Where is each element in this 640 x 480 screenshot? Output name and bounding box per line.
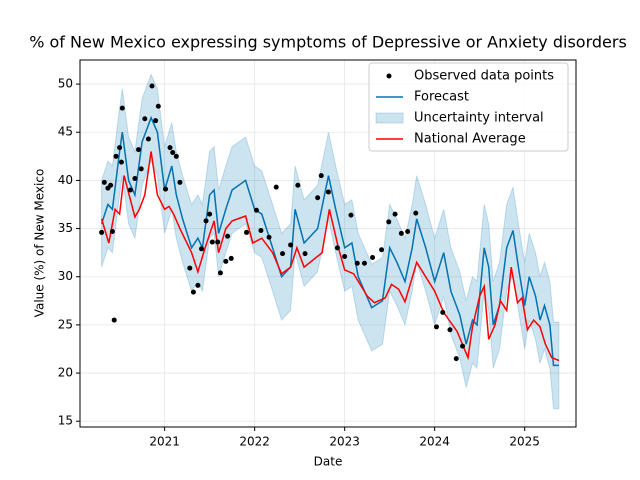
observed-point (190, 289, 196, 295)
legend-marker (386, 73, 392, 79)
observed-point (118, 159, 124, 165)
observed-point (108, 182, 114, 188)
observed-point (195, 282, 201, 288)
observed-point (209, 239, 215, 245)
observed-point (203, 218, 209, 224)
observed-point (199, 246, 205, 252)
observed-point (207, 211, 213, 217)
observed-point (167, 145, 173, 151)
legend-box (368, 62, 569, 152)
observed-point (145, 136, 151, 142)
observed-point (318, 173, 324, 179)
observed-point (315, 195, 321, 201)
observed-point (302, 251, 308, 257)
chart-title: % of New Mexico expressing symptoms of D… (29, 33, 627, 52)
y-tick-label: 35 (58, 221, 73, 235)
observed-point (266, 234, 272, 240)
y-tick-label: 30 (58, 269, 73, 283)
observed-point (342, 254, 348, 260)
observed-point (379, 247, 385, 253)
forecast-line (100, 151, 560, 362)
x-tick-label: 2022 (239, 435, 270, 449)
observed-point (217, 270, 223, 276)
x-tick-label: 2024 (419, 435, 450, 449)
observed-point (348, 212, 354, 218)
observed-point (149, 83, 155, 89)
legend-label: Uncertainty interval (414, 111, 544, 126)
observed-point (440, 309, 446, 315)
observed-point (119, 105, 125, 111)
observed-point (117, 145, 123, 151)
observed-point (460, 343, 466, 349)
y-tick-label: 50 (58, 77, 73, 91)
observed-point (111, 317, 117, 323)
y-tick-label: 15 (58, 414, 73, 428)
legend-marker (375, 112, 404, 124)
observed-point (187, 265, 193, 271)
observed-point (258, 227, 264, 233)
observed-point (295, 182, 301, 188)
observed-point (354, 260, 360, 266)
observed-point (392, 211, 398, 217)
y-tick-label: 25 (58, 317, 73, 331)
legend: Observed data points Forecast Uncertainty … (368, 62, 569, 152)
legend-label: Observed data points (414, 69, 554, 84)
observed-point (370, 254, 376, 260)
observed-point (170, 149, 176, 155)
observed-point (273, 184, 279, 190)
observed-point (225, 233, 231, 239)
observed-point (405, 228, 411, 234)
observed-point (288, 242, 294, 248)
observed-point (325, 189, 331, 195)
observed-point (398, 230, 404, 236)
forecast-line (100, 115, 559, 367)
observed-point (101, 179, 107, 185)
x-tick-label: 2021 (149, 435, 180, 449)
observed-point (361, 260, 367, 266)
observed-point (113, 153, 119, 159)
observed-point (155, 103, 161, 109)
observed-point (109, 228, 115, 234)
observed-point (142, 116, 148, 122)
y-tick-label: 20 (58, 366, 73, 380)
x-tick-label: 2025 (509, 435, 540, 449)
observed-point (253, 207, 259, 213)
plot-area (99, 73, 560, 410)
x-tick-label: 2023 (329, 435, 360, 449)
observed-point (280, 251, 286, 257)
y-axis-label: Value (%) of New Mexico (33, 169, 47, 318)
observed-point (136, 147, 142, 153)
observed-point (453, 356, 459, 362)
observed-point (413, 210, 419, 216)
observed-point (223, 258, 229, 264)
observed-point (386, 219, 392, 225)
observed-point (132, 175, 138, 181)
observed-point (163, 186, 169, 192)
y-tick-label: 45 (58, 125, 73, 139)
observed-point (244, 229, 250, 235)
legend-label: Forecast (414, 90, 469, 105)
observed-point (127, 187, 133, 193)
observed-point (228, 255, 234, 261)
axes-frame (79, 59, 577, 428)
observed-point (177, 179, 183, 185)
observed-point (334, 245, 340, 251)
y-tick-label: 40 (58, 173, 73, 187)
observed-point (138, 166, 144, 172)
observed-point (447, 327, 453, 333)
observed-point (433, 324, 439, 330)
observed-point (99, 229, 105, 235)
observed-point (173, 153, 179, 159)
uncertainty-band (101, 73, 560, 410)
observed-point (153, 118, 159, 124)
observed-point (215, 239, 221, 245)
x-axis-label: Date (314, 455, 343, 469)
legend-label: National Average (414, 132, 526, 147)
